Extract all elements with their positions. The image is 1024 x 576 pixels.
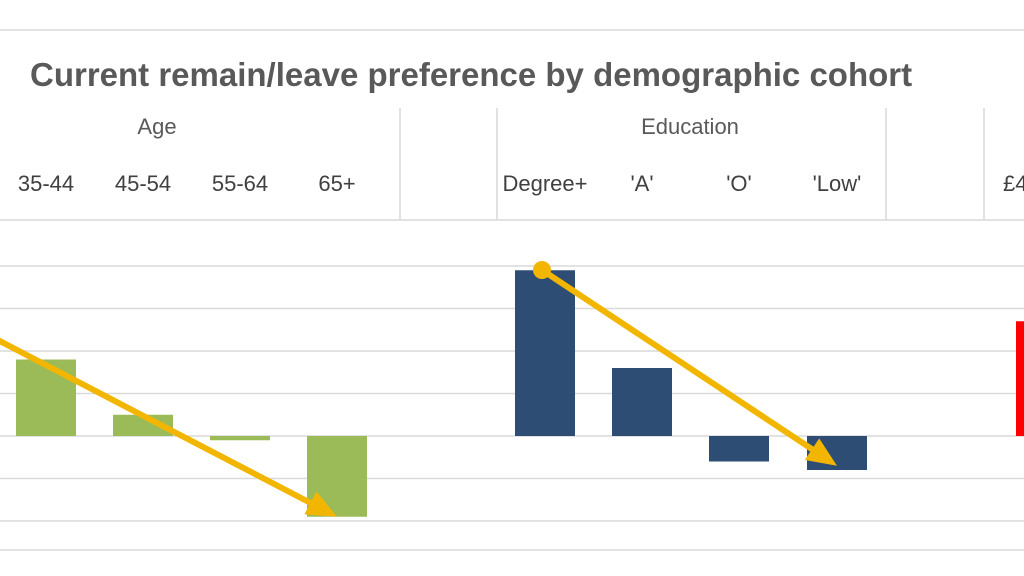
bar [612,368,672,436]
category-label: 55-64 [212,171,268,196]
category-label: 65+ [318,171,355,196]
bar [515,270,575,436]
trend-arrows [0,261,837,517]
trend-arrow [539,267,816,453]
category-label: 45-54 [115,171,171,196]
category-label: 'O' [726,171,752,196]
bar [113,414,173,436]
category-label: Degree+ [502,171,587,196]
trend-arrow [0,337,314,506]
category-label: £4 [1003,171,1024,196]
chart-title: Current remain/leave preference by demog… [30,56,912,93]
category-header: Age 35-44 45-54 55-64 65+ Education Degree+ 'A'… [0,108,1024,221]
bar [1016,321,1024,436]
group-label: Education [641,114,739,139]
trend-arrow-head [304,491,337,517]
group-label: Age [137,114,176,139]
category-label: 35-44 [18,171,74,196]
trend-arrow-start [533,261,551,279]
category-label: 'A' [630,171,653,196]
trend-arrow-head [804,438,837,466]
bar [16,359,76,436]
chart-border [0,29,1024,551]
bar [210,436,270,441]
category-label: 'Low' [813,171,862,196]
bar [709,436,769,462]
bars [16,270,1024,517]
